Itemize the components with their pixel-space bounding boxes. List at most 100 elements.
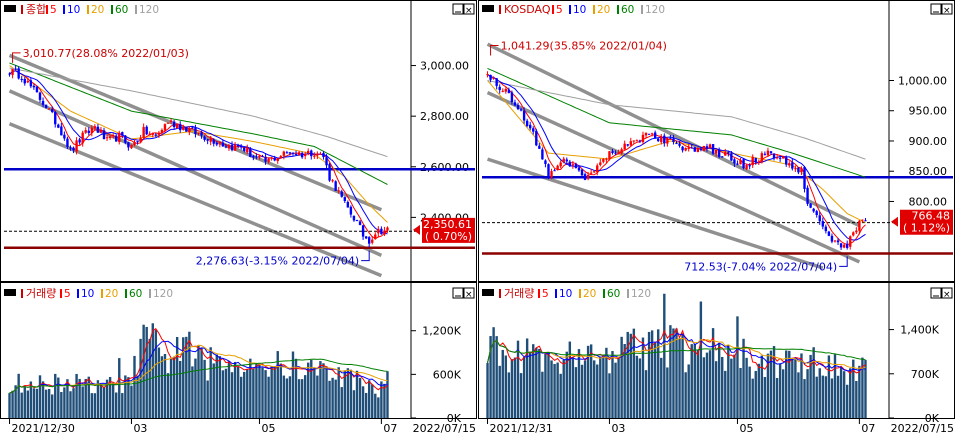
- volume-bar: [486, 363, 489, 418]
- candle-body: [672, 138, 675, 142]
- candle-body: [386, 227, 389, 231]
- volume-header-ma-marker-20: [579, 289, 581, 298]
- candle-body: [139, 137, 142, 142]
- volume-bar: [328, 380, 331, 418]
- volume-bar: [489, 336, 492, 418]
- volume-bar: [81, 386, 84, 418]
- volume-bar: [583, 360, 587, 418]
- price-header-menu-icon: [4, 5, 16, 12]
- volume-bar: [371, 384, 374, 418]
- low-marker-line: [839, 256, 848, 267]
- candle-body: [285, 152, 289, 154]
- volume-bar: [288, 376, 292, 418]
- candle-body: [54, 111, 57, 125]
- candle-body: [626, 144, 629, 146]
- candle-body: [133, 142, 136, 146]
- candle-body: [638, 140, 642, 142]
- volume-bar: [602, 355, 605, 418]
- candle-body: [599, 162, 602, 166]
- volume-bar: [172, 356, 176, 418]
- candle-body: [617, 152, 620, 154]
- candle-body: [334, 181, 337, 191]
- volume-bar: [778, 363, 782, 418]
- candle-body: [550, 171, 553, 178]
- volume-bar: [541, 371, 544, 418]
- candle-body: [620, 149, 623, 154]
- volume-bar: [72, 388, 75, 418]
- candle-body: [809, 203, 812, 208]
- volume-bar: [849, 368, 852, 418]
- volume-bar: [294, 358, 298, 418]
- volume-bar: [57, 377, 60, 418]
- volume-y-tick-label: 0K: [925, 412, 940, 425]
- volume-bar: [693, 344, 696, 418]
- candle-body: [154, 134, 158, 136]
- candle-body: [26, 80, 30, 83]
- volume-header-ma-label-120: 120: [631, 288, 651, 300]
- x-tick-label: 03: [133, 422, 147, 435]
- volume-bar: [608, 373, 611, 418]
- candle-body: [495, 78, 498, 86]
- volume-bar: [711, 328, 715, 418]
- volume-bar: [721, 356, 724, 418]
- candle-body: [358, 221, 362, 226]
- candle-body: [815, 211, 818, 216]
- volume-bar: [650, 330, 654, 418]
- volume-bar: [221, 370, 225, 418]
- volume-bar: [111, 382, 115, 418]
- volume-bar: [845, 384, 849, 418]
- volume-bar: [32, 388, 36, 418]
- volume-bar: [657, 329, 660, 418]
- volume-bar: [550, 360, 553, 418]
- candle-body: [124, 135, 127, 143]
- trend-channel-line: [486, 42, 861, 228]
- volume-bar: [586, 345, 590, 418]
- volume-y-tick-label: 700K: [911, 368, 940, 381]
- candle-body: [861, 219, 864, 221]
- price-header-ma-marker-10: [63, 5, 65, 14]
- price-header-ma-label-5: 5: [556, 4, 563, 16]
- candle-body: [282, 151, 286, 156]
- candle-body: [227, 145, 231, 149]
- candle-body: [50, 109, 54, 112]
- candle-body: [568, 161, 572, 167]
- volume-ma-line-60: [9, 358, 388, 394]
- candle-body: [84, 130, 87, 133]
- volume-bar: [200, 347, 203, 418]
- candle-body: [108, 136, 112, 139]
- price-header-ma-label-20: 20: [597, 4, 610, 16]
- volume-bar: [322, 363, 325, 418]
- volume-bar: [124, 375, 127, 418]
- candle-body: [858, 220, 861, 231]
- candle-body: [60, 126, 63, 136]
- volume-bar: [246, 368, 249, 418]
- ma-line-20: [9, 65, 388, 223]
- volume-bar: [553, 363, 556, 418]
- candle-body: [623, 143, 626, 150]
- volume-bar: [495, 336, 498, 418]
- candle-body: [191, 127, 194, 129]
- volume-bar: [568, 341, 572, 418]
- candle-body: [647, 133, 651, 135]
- volume-bar: [702, 357, 706, 418]
- volume-bar: [632, 328, 636, 418]
- candle-body: [261, 155, 264, 157]
- close-icon-glyph: ×: [465, 290, 473, 300]
- volume-bar: [525, 338, 529, 418]
- volume-bar: [538, 348, 541, 418]
- candle-body: [383, 230, 386, 235]
- kospi-chart: 종합 5 10 20 60 120 × 거래량 5 10 20 60 120 × 3,000.00 2,800…: [0, 0, 477, 435]
- volume-bar: [806, 369, 809, 418]
- candle-body: [574, 163, 578, 168]
- chart-panel-kosdaq: KOSDAQ 5 10 20 60 120 × 거래량 5 10 20 60 120 × 1,000.00 9…: [478, 0, 955, 435]
- candle-body: [836, 240, 840, 243]
- candle-body: [355, 220, 359, 222]
- volume-bar: [267, 376, 270, 418]
- volume-bar: [830, 378, 834, 418]
- volume-bar: [660, 357, 663, 418]
- candle-body: [556, 165, 559, 170]
- candle-body: [255, 156, 258, 158]
- candle-body: [602, 158, 605, 162]
- candle-body: [279, 156, 282, 158]
- ma-line-60: [9, 62, 388, 185]
